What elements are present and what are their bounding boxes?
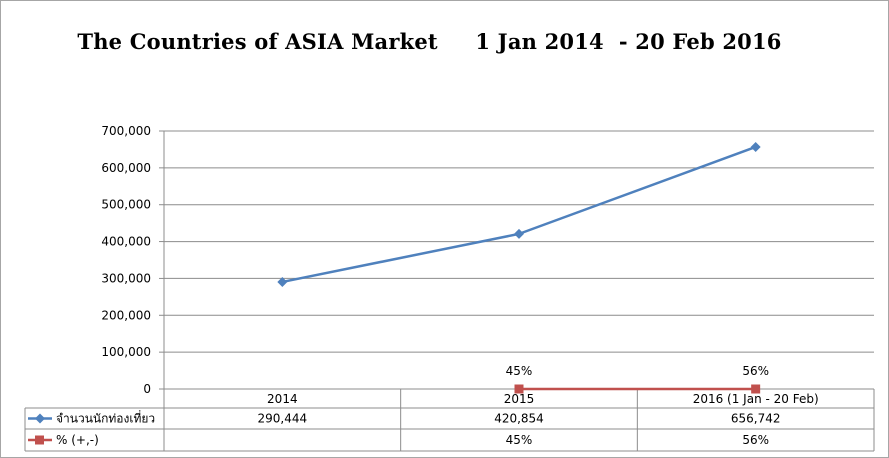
y-tick-label: 200,000 — [101, 308, 151, 322]
series-line — [282, 145, 757, 284]
legend-label: % (+,-) — [56, 433, 99, 447]
data-table: 2014 2015 2016 (1 Jan - 20 Feb) จำนวนนักท่อ… — [24, 388, 875, 452]
data-point-diamond — [514, 228, 524, 239]
data-point-diamond — [750, 141, 761, 152]
legend-label: จำนวนนักท่องเที่ยว — [56, 410, 155, 426]
gridlines — [164, 130, 874, 353]
legend-square-marker — [35, 435, 44, 445]
data-point-diamond — [277, 276, 288, 287]
category-label: 2015 — [504, 392, 535, 406]
data-point-square — [514, 384, 524, 394]
data-label: 56% — [742, 364, 769, 378]
y-tick-label: 0 — [143, 382, 151, 396]
data-point-square — [751, 384, 761, 394]
table-cell-value: 45% — [506, 433, 533, 447]
legend-diamond-marker — [35, 413, 45, 424]
y-tick-label: 500,000 — [101, 198, 151, 212]
y-tick-label: 400,000 — [101, 235, 151, 249]
chart-title: The Countries of ASIA Market 1 Jan 2014 … — [77, 29, 782, 54]
data-labels: 45% 56% — [506, 364, 769, 378]
y-tick-label: 300,000 — [101, 271, 151, 285]
table-cell-value: 290,444 — [258, 412, 308, 426]
table-cell-value: 656,742 — [731, 412, 781, 426]
data-label: 45% — [506, 364, 533, 378]
category-label: 2016 (1 Jan - 20 Feb) — [693, 392, 819, 406]
category-label: 2014 — [267, 392, 298, 406]
y-axis: 700,000 600,000 500,000 400,000 300,000 200,0… — [101, 124, 165, 396]
y-tick-label: 700,000 — [101, 124, 151, 138]
series-layer — [277, 141, 761, 394]
y-tick-label: 600,000 — [101, 161, 151, 175]
y-tick-label: 100,000 — [101, 345, 151, 359]
table-cell-value: 56% — [742, 433, 769, 447]
table-cell-value: 420,854 — [494, 412, 544, 426]
